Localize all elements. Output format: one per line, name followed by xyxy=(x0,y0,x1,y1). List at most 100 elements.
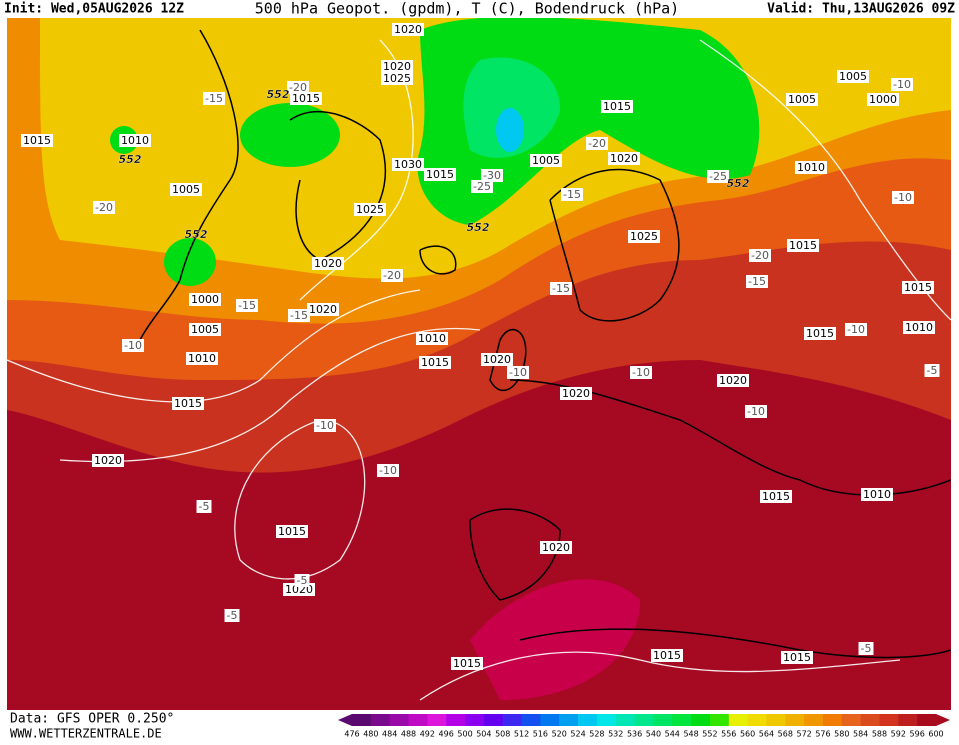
isobar-label-box xyxy=(276,525,308,538)
website: WWW.WETTERZENTRALE.DE xyxy=(10,727,162,741)
temperature-label: -10 xyxy=(747,405,765,418)
colorbar-segment xyxy=(370,714,391,726)
temperature-label: -15 xyxy=(748,275,766,288)
temperature-label: -10 xyxy=(632,366,650,379)
isobar-label-box xyxy=(189,293,221,306)
temperature-label-box xyxy=(224,609,240,622)
colorbar-label: 600 xyxy=(928,730,943,739)
colorbar-segment xyxy=(521,714,541,726)
colorbar-segment xyxy=(898,714,918,726)
isobar-label-box xyxy=(902,281,934,294)
temperature-label-box xyxy=(892,191,914,204)
isobar-label: 1030 xyxy=(394,158,422,171)
temperature-label: -20 xyxy=(95,201,113,214)
colorbar-segment xyxy=(352,714,372,726)
temperature-label-box xyxy=(288,309,310,322)
isobar-label-box xyxy=(628,230,660,243)
isobar-label: 1000 xyxy=(191,293,219,306)
temperature-label-box xyxy=(236,299,258,312)
colorbar-label: 584 xyxy=(853,730,868,739)
isobar-label-box xyxy=(307,303,339,316)
isobar-label: 1020 xyxy=(483,353,511,366)
colorbar-segment xyxy=(672,714,692,726)
colorbar-segment xyxy=(653,714,673,726)
isobar-label-box xyxy=(786,93,818,106)
valid-time: Valid: Thu,13AUG2026 09Z xyxy=(767,2,955,17)
colorbar-label: 536 xyxy=(627,730,642,739)
temperature-label: -15 xyxy=(205,92,223,105)
colorbar-label: 556 xyxy=(721,730,736,739)
colorbar-label: 560 xyxy=(740,730,755,739)
isobar-label: 1015 xyxy=(278,525,306,538)
temperature-label: -15 xyxy=(238,299,256,312)
isobar-label-box xyxy=(416,332,448,345)
isobar-label-box xyxy=(119,134,151,147)
isobar-label-box xyxy=(530,154,562,167)
isobar-label-box xyxy=(392,158,424,171)
isobar-label: 1015 xyxy=(789,239,817,252)
temperature-label: -5 xyxy=(227,609,238,622)
temperature-label: -5 xyxy=(199,500,210,513)
isobar-label-box xyxy=(717,374,749,387)
colorbar-label: 544 xyxy=(665,730,680,739)
temperature-label-box xyxy=(561,188,583,201)
isobar-label: 1005 xyxy=(532,154,560,167)
temperature-label: -10 xyxy=(847,323,865,336)
temperature-label-box xyxy=(203,92,225,105)
colorbar-label: 592 xyxy=(891,730,906,739)
temperature-label-box xyxy=(746,275,768,288)
colorbar-segment xyxy=(615,714,636,726)
temperature-label-box xyxy=(93,201,115,214)
geopotential-label: 552 xyxy=(119,153,142,166)
isobar-label-box xyxy=(354,203,386,216)
colorbar-label: 496 xyxy=(439,730,454,739)
colorbar-segment xyxy=(709,714,730,726)
temperature-label-box xyxy=(924,364,940,377)
isobar-label-box xyxy=(903,321,935,334)
temperature-label-box xyxy=(858,642,874,655)
temperature-label: -20 xyxy=(588,137,606,150)
isobar-label: 1020 xyxy=(610,152,638,165)
colorbar: 476 480 484 488 492 496 500 504 508 512 516 520 524 5… xyxy=(338,714,950,739)
colorbar-label: 504 xyxy=(476,730,491,739)
temperature-label-box xyxy=(845,323,867,336)
isobar-label-box xyxy=(21,134,53,147)
isobar-label-box xyxy=(795,161,827,174)
colorbar-label: 588 xyxy=(872,730,887,739)
colorbar-segment xyxy=(917,714,937,726)
colorbar-segment xyxy=(578,714,598,726)
isobar-label-box xyxy=(419,356,451,369)
colorbar-label: 564 xyxy=(759,730,774,739)
temperature-label: -5 xyxy=(861,642,872,655)
temperature-label-box xyxy=(287,81,309,94)
isobar-label: 1020 xyxy=(383,60,411,73)
geopotential-label: 552 xyxy=(185,228,208,241)
temperature-label: -10 xyxy=(379,464,397,477)
colorbar-segment xyxy=(804,714,824,726)
isobar-label: 1005 xyxy=(788,93,816,106)
isobar-label-box xyxy=(867,93,899,106)
temperature-label-box xyxy=(749,249,771,262)
temperature-label-box xyxy=(381,269,403,282)
colorbar-label: 476 xyxy=(344,730,359,739)
colorbar-segment xyxy=(634,714,654,726)
colorbar-label: 580 xyxy=(834,730,849,739)
colorbar-label: 488 xyxy=(401,730,416,739)
temperature-label: -20 xyxy=(383,269,401,282)
colorbar-segment xyxy=(860,714,880,726)
temperature-label: -25 xyxy=(473,180,491,193)
temperature-label: -10 xyxy=(316,419,334,432)
temperature-label-box xyxy=(507,366,529,379)
map-title: 500 hPa Geopot. (gpdm), T (C), Bodendruc… xyxy=(255,0,679,18)
isobar-label: 1015 xyxy=(292,92,320,105)
colorbar-label: 512 xyxy=(514,730,529,739)
colorbar-label: 520 xyxy=(552,730,567,739)
temperature-label-box xyxy=(745,405,767,418)
isobar-label-box xyxy=(170,183,202,196)
isobar-label-box xyxy=(560,387,592,400)
temperature-label: -30 xyxy=(483,169,501,182)
colorbar-segment xyxy=(822,714,843,726)
colorbar-segment xyxy=(747,714,767,726)
colorbar-segment xyxy=(502,714,523,726)
isobar-label-box xyxy=(651,649,683,662)
